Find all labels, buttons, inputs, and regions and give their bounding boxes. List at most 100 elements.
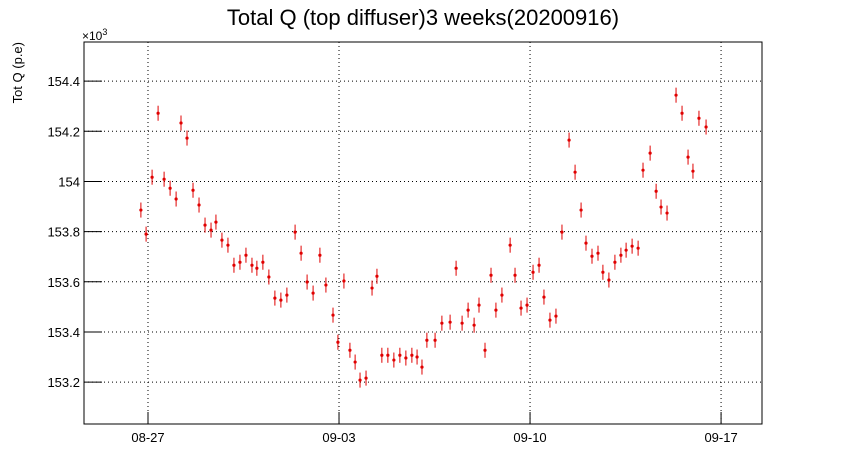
data-point xyxy=(214,220,218,224)
data-point xyxy=(179,121,183,125)
y-tick-label: 154 xyxy=(58,174,80,189)
data-point xyxy=(525,303,529,307)
data-point xyxy=(607,278,611,282)
data-point xyxy=(255,266,259,270)
data-point xyxy=(375,274,379,278)
y-tick-label: 153.6 xyxy=(47,275,80,290)
data-point xyxy=(203,223,207,227)
data-point xyxy=(619,253,623,257)
data-point xyxy=(680,111,684,115)
data-point xyxy=(244,253,248,257)
data-point xyxy=(454,266,458,270)
data-point xyxy=(665,211,669,215)
data-point xyxy=(636,246,640,250)
data-point xyxy=(324,283,328,287)
data-point xyxy=(483,348,487,352)
data-point xyxy=(596,251,600,255)
data-point xyxy=(139,208,143,212)
data-point xyxy=(500,293,504,297)
data-point xyxy=(548,318,552,322)
data-point xyxy=(433,338,437,342)
data-point xyxy=(674,93,678,97)
data-point xyxy=(573,170,577,174)
data-point xyxy=(238,260,242,264)
x-tick-label: 09-03 xyxy=(322,430,355,445)
x-tick-label: 09-10 xyxy=(513,430,546,445)
data-point xyxy=(415,355,419,359)
data-point xyxy=(398,353,402,357)
data-point xyxy=(293,230,297,234)
y-tick-label: 153.2 xyxy=(47,375,80,390)
data-point xyxy=(311,291,315,295)
y-axis-label: Tot Q (p.e) xyxy=(10,42,25,103)
data-point xyxy=(624,248,628,252)
data-point xyxy=(466,308,470,312)
data-point xyxy=(659,205,663,209)
data-point xyxy=(641,168,645,172)
data-point xyxy=(168,186,172,190)
y-tick-label: 154.4 xyxy=(47,74,80,89)
data-point xyxy=(477,303,481,307)
data-point xyxy=(220,238,224,242)
data-point xyxy=(273,296,277,300)
data-point xyxy=(279,298,283,302)
data-point xyxy=(560,230,564,234)
data-point xyxy=(331,313,335,317)
chart-title: Total Q (top diffuser)3 weeks(20200916) xyxy=(227,5,619,30)
multiplier-base: ×10 xyxy=(82,29,103,43)
data-point xyxy=(342,279,346,283)
data-point xyxy=(358,378,362,382)
data-point xyxy=(191,188,195,192)
data-point xyxy=(686,155,690,159)
data-point xyxy=(150,175,154,179)
data-point xyxy=(425,338,429,342)
data-point xyxy=(697,116,701,120)
data-point xyxy=(691,169,695,173)
data-point xyxy=(613,260,617,264)
multiplier-exponent: 3 xyxy=(102,27,107,37)
data-point xyxy=(364,376,368,380)
x-tick-label: 09-17 xyxy=(704,430,737,445)
plot-area: 153.2 153.4 153.6 153.8 154 154.2 154.4 08-27 09… xyxy=(47,42,762,445)
data-point xyxy=(519,306,523,310)
data-point xyxy=(630,244,634,248)
data-point xyxy=(392,358,396,362)
data-point xyxy=(648,151,652,155)
data-point xyxy=(489,273,493,277)
data-point xyxy=(554,314,558,318)
data-point xyxy=(440,321,444,325)
data-point xyxy=(494,308,498,312)
data-point xyxy=(162,177,166,181)
frame xyxy=(83,41,763,425)
data-point xyxy=(472,323,476,327)
data-point xyxy=(410,353,414,357)
y-tick-label: 154.2 xyxy=(47,124,80,139)
data-point xyxy=(508,243,512,247)
x-tick-label: 08-27 xyxy=(131,430,164,445)
data-point xyxy=(448,320,452,324)
data-point xyxy=(174,197,178,201)
data-point xyxy=(601,270,605,274)
data-point xyxy=(336,340,340,344)
data-point xyxy=(584,241,588,245)
data-point xyxy=(537,263,541,267)
data-point xyxy=(704,125,708,129)
data-point xyxy=(420,365,424,369)
data-point xyxy=(531,270,535,274)
data-point xyxy=(513,273,517,277)
data-point xyxy=(226,243,230,247)
y-multiplier: ×103 xyxy=(82,27,107,43)
data-point xyxy=(285,293,289,297)
data-point xyxy=(386,353,390,357)
y-tick-label: 153.8 xyxy=(47,225,80,240)
data-point xyxy=(404,356,408,360)
data-point xyxy=(305,280,309,284)
y-tick-label: 153.4 xyxy=(47,325,80,340)
data-point xyxy=(250,263,254,267)
data-point xyxy=(144,232,148,236)
data-point xyxy=(261,260,265,264)
data-point xyxy=(267,275,271,279)
